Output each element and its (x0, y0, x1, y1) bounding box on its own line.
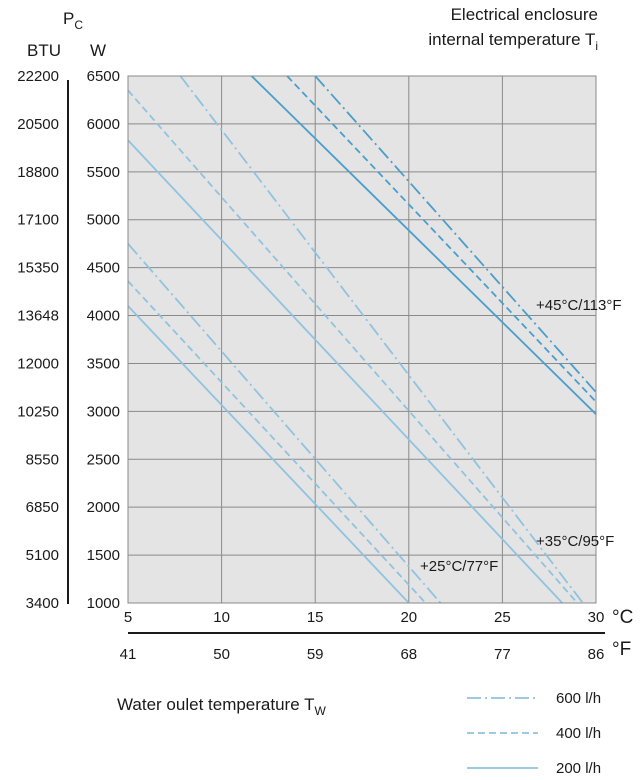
y-tick-btu-4: 10250 (17, 403, 59, 420)
x-tick-celsius-0: 5 (124, 609, 132, 626)
annotation-25c: +25°C/77°F (420, 558, 498, 575)
y-tick-btu-0: 3400 (26, 595, 59, 612)
y-tick-watt-3: 2500 (87, 451, 120, 468)
x-tick-celsius-5: 30 (588, 609, 605, 626)
y-tick-watt-0: 1000 (87, 595, 120, 612)
y-tick-watt-11: 6500 (87, 68, 120, 85)
x-tick-labels-fahrenheit: 41 50 59 68 77 86 (120, 646, 605, 663)
x-tick-fahrenheit-0: 41 (120, 646, 137, 663)
y-tick-watt-2: 2000 (87, 499, 120, 516)
legend-label-0: 600 l/h (556, 690, 601, 707)
y-tick-watt-8: 5000 (87, 212, 120, 229)
series-line-3 (179, 75, 584, 604)
x-tick-fahrenheit-3: 68 (400, 646, 417, 663)
y-tick-btu-2: 6850 (26, 499, 59, 516)
x-tick-fahrenheit-2: 59 (307, 646, 324, 663)
x-tick-labels-celsius: 5 10 15 20 25 30 (124, 609, 605, 626)
y-unit-watt: W (90, 41, 106, 60)
y-tick-watt-9: 5500 (87, 164, 120, 181)
y-tick-btu-3: 8550 (26, 451, 59, 468)
x-tick-fahrenheit-1: 50 (213, 646, 230, 663)
y-tick-btu-11: 22200 (17, 68, 59, 85)
series-line-1 (286, 75, 597, 403)
x-unit-fahrenheit: °F (612, 639, 631, 660)
series-line-6 (127, 243, 442, 604)
y-tick-btu-9: 18800 (17, 164, 59, 181)
y-tick-btu-1: 5100 (26, 547, 59, 564)
chart-title-line2: internal temperature Ti (428, 30, 598, 53)
series-line-8 (127, 305, 410, 604)
plot-area (128, 76, 596, 603)
y-unit-btu: BTU (27, 41, 61, 60)
y-tick-watt-1: 1500 (87, 547, 120, 564)
y-symbol: PC (63, 9, 83, 32)
series-line-7 (127, 280, 427, 604)
chart-title-subscript: i (595, 39, 598, 53)
x-tick-celsius-4: 25 (494, 609, 511, 626)
y-tick-watt-7: 4500 (87, 260, 120, 277)
series-line-5 (127, 139, 563, 604)
y-tick-watt-6: 4000 (87, 308, 120, 325)
legend-label-1: 400 l/h (556, 725, 601, 742)
x-tick-fahrenheit-4: 77 (494, 646, 511, 663)
x-axis-label: Water oulet temperature TW (117, 695, 326, 718)
series-lines (127, 75, 597, 604)
annotation-35c: +35°C/95°F (536, 533, 614, 550)
legend: 600 l/h 400 l/h 200 l/h (467, 690, 601, 777)
x-tick-celsius-2: 15 (307, 609, 324, 626)
x-tick-celsius-3: 20 (400, 609, 417, 626)
x-tick-fahrenheit-5: 86 (588, 646, 605, 663)
series-line-0 (314, 75, 597, 393)
x-tick-celsius-1: 10 (213, 609, 230, 626)
plot-frame (127, 75, 597, 604)
y-symbol-subscript: C (74, 18, 83, 32)
series-line-2 (250, 75, 597, 415)
x-axis-label-subscript: W (314, 704, 326, 718)
series-line-4 (127, 89, 578, 604)
y-tick-btu-6: 13648 (17, 308, 59, 325)
y-tick-btu-10: 20500 (17, 116, 59, 133)
y-tick-labels: 1000 3400 1500 5100 2000 6850 2500 8550 3000 1025… (17, 68, 120, 612)
y-tick-btu-8: 17100 (17, 212, 59, 229)
y-tick-watt-4: 3000 (87, 403, 120, 420)
chart-title-line1: Electrical enclosure (451, 5, 598, 24)
y-tick-watt-5: 3500 (87, 355, 120, 372)
x-unit-celsius: °C (612, 607, 633, 628)
annotation-45c: +45°C/113°F (536, 297, 622, 314)
legend-label-2: 200 l/h (556, 760, 601, 777)
y-tick-watt-10: 6000 (87, 116, 120, 133)
y-tick-btu-7: 15350 (17, 260, 59, 277)
y-tick-btu-5: 12000 (17, 355, 59, 372)
